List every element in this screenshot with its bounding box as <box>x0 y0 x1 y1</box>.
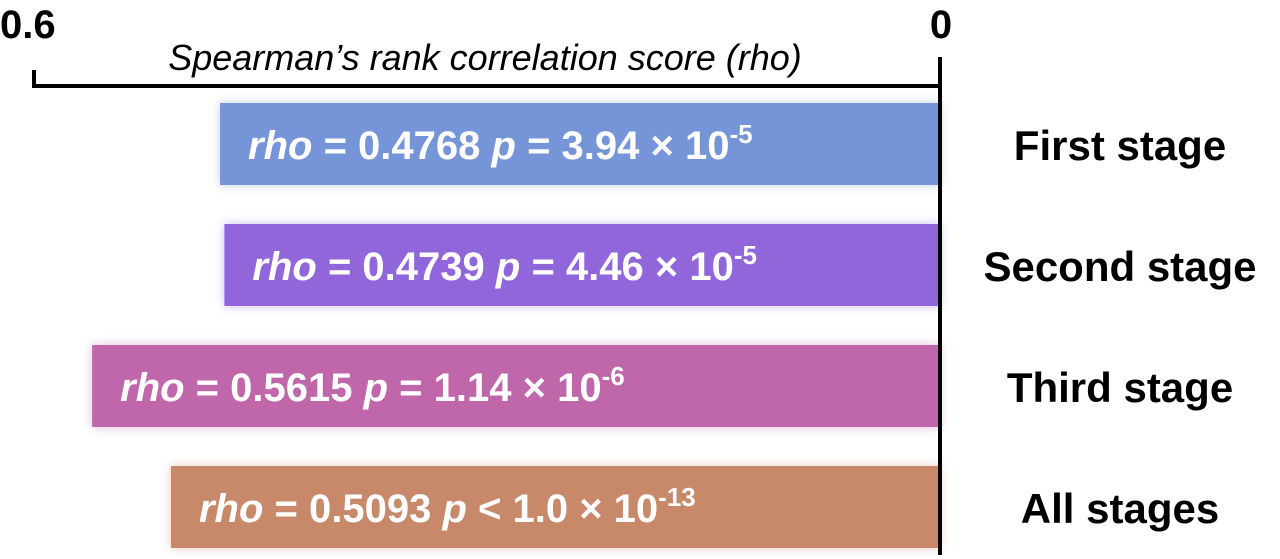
axis-bracket <box>32 70 942 88</box>
bar-value-label: rho = 0.5093 p < 1.0 × 10-13 <box>199 482 696 531</box>
tick-label-zero: 0 <box>930 3 952 47</box>
bars: rho = 0.4768 p = 3.94 × 10-5 rho = 0.4739… <box>92 103 941 548</box>
axis: 0.6 0 Spearman’s rank correlation score … <box>0 3 952 555</box>
category-label: Second stage <box>983 243 1256 290</box>
category-label: All stages <box>1021 485 1219 532</box>
x-axis-title: Spearman’s rank correlation score (rho) <box>168 37 802 78</box>
tick-label-max: 0.6 <box>0 3 56 47</box>
category-labels: First stage Second stage Third stage All st… <box>983 122 1256 532</box>
bar <box>224 224 940 306</box>
category-label: First stage <box>1014 122 1226 169</box>
category-label: Third stage <box>1007 364 1233 411</box>
bar-value-label: rho = 0.4739 p = 4.46 × 10-5 <box>252 240 757 289</box>
bar <box>170 466 940 548</box>
bar <box>220 103 941 185</box>
bar-value-label: rho = 0.5615 p = 1.14 × 10-6 <box>120 361 625 410</box>
bar-value-label: rho = 0.4768 p = 3.94 × 10-5 <box>248 119 753 168</box>
bar <box>92 345 940 427</box>
